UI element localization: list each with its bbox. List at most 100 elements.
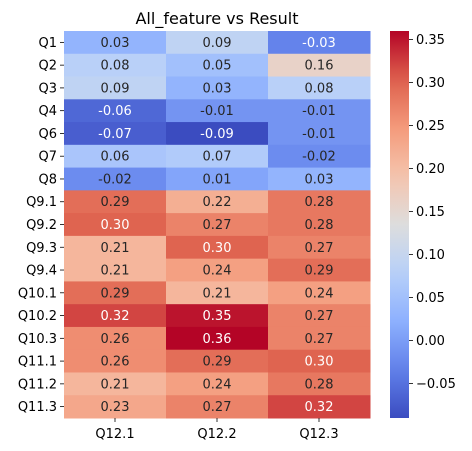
heatmap-cells bbox=[64, 31, 371, 419]
heatmap-cell bbox=[166, 326, 269, 351]
heatmap-cell bbox=[166, 99, 269, 123]
y-tick-label: Q9.4 bbox=[26, 264, 57, 279]
heatmap-cell bbox=[64, 76, 167, 100]
y-axis: Q1 Q2 Q3 Q4 Q6 Q7 Q8 Q9.1 Q9.2 Q9.3 Q9.4 Q10.1 Q10.2… bbox=[18, 36, 64, 415]
cell-value-label: 0.26 bbox=[101, 332, 130, 347]
y-tick-label: Q2 bbox=[38, 59, 57, 74]
cell-value-label: -0.06 bbox=[98, 104, 132, 119]
cell-value-label: 0.27 bbox=[203, 400, 232, 415]
heatmap-cell bbox=[166, 258, 269, 282]
heatmap-cell bbox=[268, 213, 371, 237]
heatmap-cell bbox=[64, 190, 167, 214]
heatmap-cell bbox=[166, 144, 269, 169]
cell-value-label: 0.36 bbox=[203, 332, 232, 347]
heatmap-cell bbox=[64, 326, 167, 351]
cell-value-label: 0.28 bbox=[305, 195, 334, 210]
cell-value-label: -0.01 bbox=[200, 104, 234, 119]
y-tick-label: Q9.2 bbox=[26, 218, 57, 233]
y-tick-label: Q11.1 bbox=[18, 355, 57, 370]
heatmap-cell bbox=[166, 167, 269, 191]
cell-value-label: 0.26 bbox=[101, 355, 130, 370]
cell-value-label: 0.30 bbox=[101, 218, 130, 233]
heatmap-cell bbox=[64, 281, 167, 305]
heatmap-cell bbox=[166, 76, 269, 100]
heatmap-cell bbox=[64, 258, 167, 282]
cell-value-label: 0.09 bbox=[101, 81, 130, 96]
heatmap-cell bbox=[268, 31, 371, 55]
heatmap-cell bbox=[166, 122, 269, 146]
cell-value-labels: 0.03 0.09 -0.03 0.08 0.05 0.16 0.09 0.03 0.08 -0.… bbox=[98, 36, 336, 415]
cell-value-label: 0.24 bbox=[305, 286, 334, 301]
cell-value-label: -0.01 bbox=[302, 127, 336, 142]
heatmap-cell bbox=[268, 304, 371, 328]
cell-value-label: 0.03 bbox=[101, 36, 130, 51]
heatmap-cell bbox=[64, 53, 167, 78]
heatmap-cell bbox=[268, 76, 371, 100]
heatmap-cell bbox=[166, 281, 269, 305]
cell-value-label: 0.16 bbox=[305, 59, 334, 74]
cell-value-label: -0.09 bbox=[200, 127, 234, 142]
x-tick-label: Q12.1 bbox=[95, 427, 134, 442]
heatmap-cell bbox=[64, 31, 167, 55]
heatmap-cell bbox=[64, 395, 167, 419]
heatmap-cell bbox=[268, 235, 371, 260]
cell-value-label: 0.21 bbox=[101, 241, 130, 256]
heatmap-cell bbox=[166, 190, 269, 214]
colorbar-tick-label: 0.35 bbox=[416, 33, 445, 48]
cell-value-label: 0.22 bbox=[203, 195, 232, 210]
cell-value-label: 0.03 bbox=[305, 172, 334, 187]
cell-value-label: -0.07 bbox=[98, 127, 132, 142]
y-tick-label: Q10.3 bbox=[18, 332, 57, 347]
cell-value-label: 0.24 bbox=[203, 264, 232, 279]
cell-value-label: 0.21 bbox=[203, 286, 232, 301]
heatmap-cell bbox=[268, 258, 371, 282]
y-tick-label: Q7 bbox=[38, 150, 57, 165]
heatmap-cell bbox=[268, 99, 371, 123]
heatmap-cell bbox=[166, 349, 269, 373]
x-axis: Q12.1 Q12.2 Q12.3 bbox=[95, 418, 339, 442]
heatmap-cell bbox=[64, 213, 167, 237]
y-tick-label: Q8 bbox=[38, 172, 57, 187]
y-tick-label: Q9.3 bbox=[26, 241, 57, 256]
cell-value-label: 0.08 bbox=[101, 59, 130, 74]
y-tick-label: Q4 bbox=[38, 104, 57, 119]
cell-value-label: -0.02 bbox=[98, 172, 132, 187]
heatmap-cell bbox=[64, 99, 167, 123]
cell-value-label: 0.29 bbox=[101, 286, 130, 301]
cell-value-label: 0.06 bbox=[101, 150, 130, 165]
colorbar-tick-label: 0.20 bbox=[416, 162, 445, 177]
x-tick-label: Q12.2 bbox=[197, 427, 236, 442]
heatmap-cell bbox=[268, 190, 371, 214]
y-tick-label: Q6 bbox=[38, 127, 57, 142]
cell-value-label: -0.02 bbox=[302, 150, 336, 165]
heatmap-cell bbox=[166, 372, 269, 396]
cell-value-label: 0.30 bbox=[203, 241, 232, 256]
heatmap-cell bbox=[268, 53, 371, 78]
cell-value-label: 0.27 bbox=[305, 332, 334, 347]
y-tick-label: Q3 bbox=[38, 81, 57, 96]
colorbar-tick-label: 0.15 bbox=[416, 205, 445, 220]
heatmap-cell bbox=[64, 167, 167, 191]
cell-value-label: 0.08 bbox=[305, 81, 334, 96]
heatmap-cell bbox=[166, 304, 269, 328]
heatmap-cell bbox=[268, 372, 371, 396]
y-tick-label: Q11.3 bbox=[18, 400, 57, 415]
heatmap-cell bbox=[64, 304, 167, 328]
cell-value-label: 0.01 bbox=[203, 172, 232, 187]
heatmap-cell bbox=[268, 122, 371, 146]
cell-value-label: 0.27 bbox=[203, 218, 232, 233]
heatmap-cell bbox=[64, 122, 167, 146]
heatmap-cell bbox=[166, 53, 269, 78]
y-tick-label: Q11.2 bbox=[18, 377, 57, 392]
x-tick-label: Q12.3 bbox=[299, 427, 338, 442]
heatmap-cell bbox=[64, 235, 167, 260]
colorbar-tick-label: 0.30 bbox=[416, 76, 445, 91]
cell-value-label: 0.03 bbox=[203, 81, 232, 96]
colorbar-tick-label: −0.05 bbox=[416, 377, 456, 392]
cell-value-label: 0.28 bbox=[305, 218, 334, 233]
cell-value-label: 0.28 bbox=[305, 377, 334, 392]
cell-value-label: -0.03 bbox=[302, 36, 336, 51]
cell-value-label: 0.05 bbox=[203, 59, 232, 74]
heatmap-cell bbox=[268, 395, 371, 419]
